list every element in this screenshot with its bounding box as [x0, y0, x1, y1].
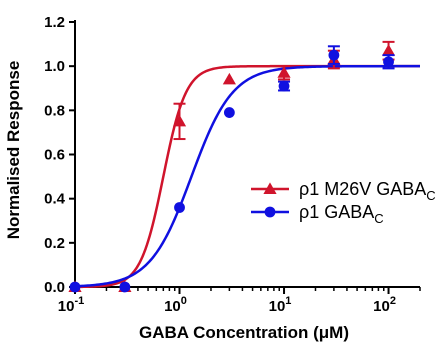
data-point-series-1 [328, 49, 340, 61]
y-tick-label: 1.2 [44, 14, 65, 31]
data-point-series-1 [278, 80, 290, 92]
y-tick-label: 1.0 [44, 58, 65, 75]
legend-label: ρ1 M26V GABAC [299, 179, 436, 203]
y-axis-title: Normalised Response [4, 61, 23, 240]
data-point-series-0 [277, 66, 291, 78]
fit-curve-series-1 [74, 64, 420, 288]
legend-marker [263, 182, 277, 194]
data-point-series-1 [69, 281, 81, 293]
data-point-series-1 [223, 107, 235, 118]
y-tick-label: 0.2 [44, 235, 65, 252]
x-tick-label: 101 [269, 295, 292, 315]
data-point-series-0 [381, 44, 396, 56]
data-point-series-1 [174, 202, 185, 213]
data-point-series-0 [172, 114, 187, 127]
x-tick-label: 10-1 [58, 295, 84, 315]
x-axis-title: GABA Concentration (μM) [139, 323, 349, 342]
y-tick-label: 0.0 [44, 279, 65, 296]
legend-label: ρ1 GABAC [299, 202, 384, 226]
fit-curves [74, 64, 420, 289]
x-tick-label: 100 [164, 295, 187, 315]
x-tick-label: 102 [373, 295, 396, 315]
data-point-series-0 [222, 72, 236, 85]
fit-curve-series-0 [74, 64, 420, 289]
data-points [68, 40, 396, 293]
legend-marker [264, 206, 276, 218]
y-tick-label: 0.8 [44, 102, 65, 119]
y-tick-label: 0.6 [44, 147, 65, 164]
data-point-series-1 [383, 56, 394, 68]
y-tick-label: 0.4 [44, 191, 66, 208]
data-point-series-1 [119, 281, 131, 293]
axes: 0.0 0.2 0.4 0.6 0.8 1.0 1.2 10-1 100 101 102 [44, 14, 421, 315]
